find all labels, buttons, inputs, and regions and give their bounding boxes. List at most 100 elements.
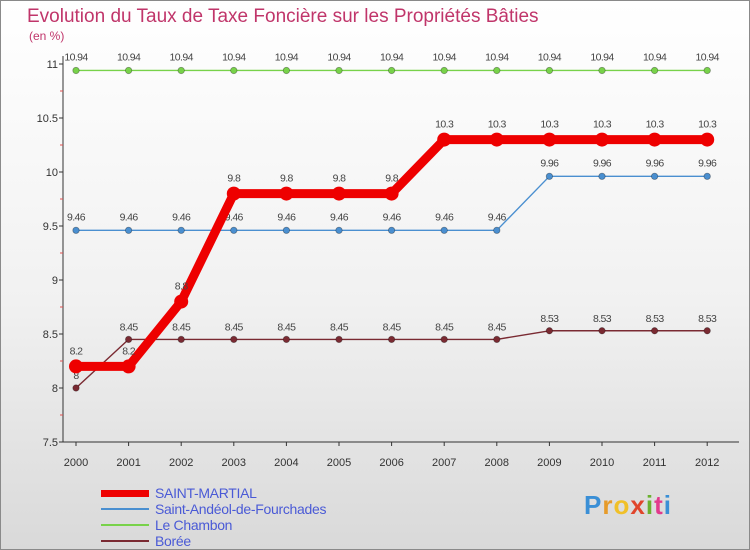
- data-point-saint-andeol-de-fourchades: [703, 172, 711, 180]
- data-label-saint-andeol-de-fourchades: 9.46: [330, 211, 349, 223]
- legend-item-boree[interactable]: Borée: [101, 533, 326, 549]
- data-label-le-chambon: 10.94: [380, 51, 404, 63]
- x-tick-label: 2001: [116, 457, 140, 469]
- data-point-le-chambon: [177, 66, 185, 75]
- data-label-saint-andeol-de-fourchades: 9.96: [698, 157, 717, 169]
- data-point-le-chambon: [545, 66, 554, 75]
- legend-swatch-le-chambon: [101, 524, 149, 526]
- data-label-le-chambon: 10.94: [64, 51, 88, 63]
- y-tick-label: 10.5: [37, 113, 58, 125]
- data-label-saint-martial: 10.3: [540, 119, 559, 131]
- data-label-saint-andeol-de-fourchades: 9.46: [120, 211, 139, 223]
- y-tick-label: 8: [52, 383, 58, 395]
- x-tick-label: 2011: [643, 457, 667, 469]
- data-label-boree: 8.45: [435, 321, 454, 333]
- data-point-saint-martial: [647, 132, 662, 147]
- data-label-saint-andeol-de-fourchades: 9.46: [172, 211, 191, 223]
- logo-letter: x: [630, 490, 646, 520]
- logo-letter: P: [584, 490, 603, 520]
- data-point-saint-martial: [595, 132, 609, 147]
- data-label-le-chambon: 10.94: [485, 51, 509, 63]
- data-point-boree: [545, 327, 554, 335]
- data-point-le-chambon: [282, 66, 290, 75]
- data-point-boree: [282, 335, 290, 343]
- data-point-saint-martial: [384, 186, 399, 201]
- data-label-saint-andeol-de-fourchades: 9.46: [435, 211, 454, 223]
- data-label-le-chambon: 10.94: [170, 51, 194, 63]
- data-point-saint-martial: [69, 359, 83, 374]
- x-tick-label: 2009: [537, 457, 561, 469]
- data-label-saint-martial: 9.8: [333, 173, 347, 185]
- data-point-le-chambon: [335, 66, 343, 75]
- x-tick-label: 2004: [274, 457, 298, 469]
- legend-label: Saint-Andéol-de-Fourchades: [155, 501, 327, 517]
- data-label-saint-martial: 10.3: [593, 119, 612, 131]
- data-label-boree: 8.45: [120, 321, 139, 333]
- data-label-boree: 8.45: [383, 321, 402, 333]
- data-point-le-chambon: [650, 66, 659, 75]
- data-label-le-chambon: 10.94: [222, 51, 246, 63]
- data-point-boree: [72, 384, 80, 392]
- data-label-le-chambon: 10.94: [590, 51, 614, 63]
- data-point-saint-martial: [542, 132, 557, 147]
- data-point-boree: [177, 335, 185, 343]
- y-tick-label: 8.5: [43, 329, 58, 341]
- data-label-saint-andeol-de-fourchades: 9.46: [277, 211, 296, 223]
- data-point-saint-martial: [226, 186, 241, 201]
- data-label-saint-martial: 8.2: [122, 345, 136, 357]
- data-point-le-chambon: [125, 66, 133, 75]
- data-label-saint-andeol-de-fourchades: 9.46: [67, 211, 86, 223]
- data-point-saint-andeol-de-fourchades: [650, 172, 659, 180]
- x-tick-label: 2003: [222, 457, 246, 469]
- data-label-saint-andeol-de-fourchades: 9.96: [540, 157, 559, 169]
- chart-title: Evolution du Taux de Taxe Foncière sur l…: [27, 6, 539, 27]
- x-tick-label: 2005: [327, 457, 351, 469]
- data-label-saint-martial: 9.8: [280, 173, 294, 185]
- legend-label: Le Chambon: [155, 517, 233, 533]
- data-label-le-chambon: 10.94: [433, 51, 457, 63]
- logo-letter: r: [602, 490, 614, 520]
- legend-item-saint-martial[interactable]: SAINT-MARTIAL: [101, 485, 326, 501]
- logo-letter: o: [613, 490, 631, 520]
- data-label-boree: 8.53: [540, 313, 559, 325]
- data-point-boree: [125, 335, 133, 343]
- data-point-saint-andeol-de-fourchades: [335, 226, 343, 234]
- data-point-boree: [493, 335, 501, 343]
- data-point-saint-martial: [700, 132, 715, 147]
- data-label-boree: 8.53: [646, 313, 665, 325]
- data-point-le-chambon: [440, 66, 448, 75]
- legend-item-le-chambon[interactable]: Le Chambon: [101, 517, 326, 533]
- data-point-saint-martial: [437, 132, 452, 147]
- data-point-le-chambon: [72, 66, 80, 75]
- proxiti-logo: Proxiti: [584, 490, 672, 521]
- data-label-saint-martial: 10.3: [646, 119, 665, 131]
- legend: SAINT-MARTIAL Saint-Andéol-de-Fourchades…: [101, 485, 327, 549]
- data-point-le-chambon: [493, 66, 501, 75]
- data-point-boree: [335, 335, 343, 343]
- data-point-boree: [703, 327, 711, 335]
- data-point-saint-martial: [279, 186, 294, 201]
- legend-item-saint-andeol[interactable]: Saint-Andéol-de-Fourchades: [101, 501, 327, 517]
- data-label-saint-martial: 8.8: [175, 281, 189, 293]
- x-tick-label: 2000: [64, 457, 88, 469]
- data-label-boree: 8.45: [488, 321, 507, 333]
- data-label-saint-andeol-de-fourchades: 9.96: [646, 157, 665, 169]
- x-tick-label: 2010: [590, 457, 614, 469]
- data-point-saint-andeol-de-fourchades: [440, 226, 448, 234]
- data-label-le-chambon: 10.94: [538, 51, 562, 63]
- x-tick-label: 2007: [432, 457, 456, 469]
- x-tick-label: 2012: [695, 457, 719, 469]
- y-unit-label: (en %): [29, 29, 65, 43]
- data-label-boree: 8.45: [172, 321, 191, 333]
- data-point-le-chambon: [598, 66, 606, 75]
- data-point-saint-andeol-de-fourchades: [72, 226, 80, 234]
- x-tick-label: 2006: [379, 457, 403, 469]
- data-point-saint-andeol-de-fourchades: [177, 226, 185, 234]
- data-label-boree: 8.53: [698, 313, 717, 325]
- data-point-saint-martial: [121, 359, 136, 374]
- y-tick-label: 9: [52, 275, 58, 287]
- data-point-boree: [598, 327, 606, 335]
- data-point-boree: [440, 335, 448, 343]
